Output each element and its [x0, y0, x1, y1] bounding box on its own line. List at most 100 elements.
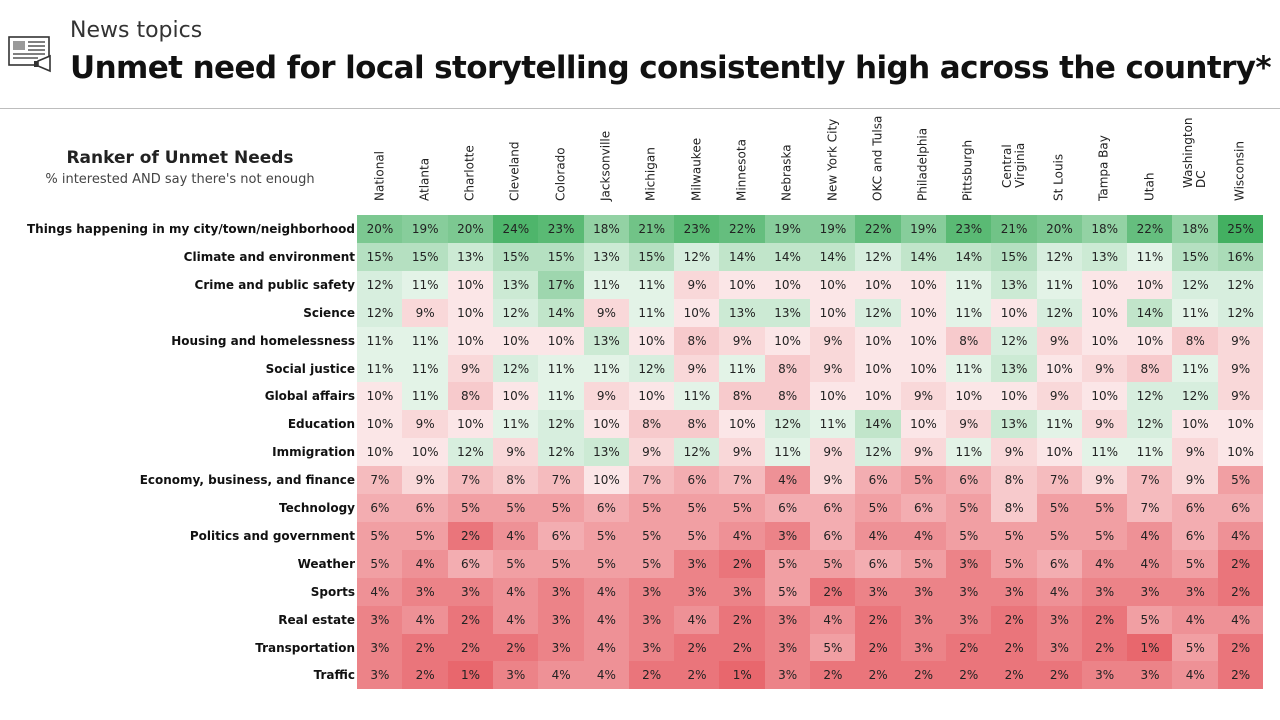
heatmap-cell: 13% — [764, 298, 811, 327]
heatmap-cell: 6% — [764, 494, 811, 522]
heatmap-cell: 12% — [1217, 270, 1264, 299]
heatmap-cell: 7% — [1127, 466, 1173, 495]
heatmap-cell: 3% — [1127, 661, 1173, 690]
heatmap-cell: 5% — [492, 549, 539, 578]
heatmap-cell: 5% — [1172, 633, 1219, 662]
heatmap-cell: 5% — [674, 521, 720, 550]
heatmap-cell: 4% — [855, 521, 902, 550]
heatmap-cell: 11% — [1172, 298, 1219, 327]
heatmap-cell: 12% — [1127, 382, 1173, 411]
heatmap-cell: 3% — [538, 605, 584, 634]
row-label: Real estate — [278, 612, 355, 627]
heatmap-cell: 10% — [900, 298, 947, 327]
heatmap-cell: 9% — [1217, 326, 1264, 355]
heatmap-cell: 2% — [991, 605, 1037, 634]
heatmap-cell: 5% — [628, 549, 675, 578]
column-header: Milwaukee — [674, 118, 719, 214]
heatmap-cell: 16% — [1217, 242, 1264, 271]
heatmap-cell: 10% — [991, 298, 1037, 327]
heatmap-cell: 10% — [1081, 326, 1128, 355]
heatmap-cell: 18% — [1081, 215, 1128, 243]
heatmap-cell: 11% — [583, 354, 630, 383]
heatmap-cell: 2% — [1217, 661, 1264, 690]
column-header-label: National — [372, 150, 386, 201]
column-header-label: Central Virginia — [999, 142, 1027, 188]
heatmap-cell: 4% — [1127, 521, 1173, 550]
heatmap-cell: 11% — [810, 410, 856, 439]
heatmap-cell: 10% — [855, 354, 902, 383]
column-header-label: OKC and Tulsa — [870, 115, 885, 201]
heatmap-cell: 5% — [1036, 494, 1083, 522]
heatmap-cell: 2% — [492, 633, 539, 662]
heatmap-cell: 10% — [1081, 298, 1128, 327]
row-label: Housing and homelessness — [171, 333, 355, 348]
heatmap-cell: 14% — [719, 242, 766, 271]
heatmap-cell: 10% — [900, 410, 947, 439]
row-label: Economy, business, and finance — [139, 473, 355, 488]
heatmap-cell: 5% — [764, 577, 811, 606]
heatmap-cell: 4% — [1217, 605, 1264, 634]
heatmap-cell: 4% — [402, 549, 449, 578]
heatmap-cell: 9% — [402, 298, 449, 327]
heatmap-cell: 6% — [1036, 549, 1083, 578]
heatmap-cell: 3% — [1081, 577, 1128, 606]
heatmap-cell: 11% — [945, 438, 992, 467]
heatmap-cell: 1% — [447, 661, 494, 690]
heatmap-cell: 4% — [538, 661, 584, 690]
heatmap-cell: 8% — [764, 382, 811, 411]
heatmap-cell: 4% — [357, 577, 403, 606]
header-divider — [0, 108, 1280, 109]
heatmap-cell: 5% — [810, 549, 856, 578]
heatmap-cell: 5% — [945, 494, 992, 522]
heatmap-cell: 3% — [1036, 633, 1083, 662]
heatmap-cell: 5% — [764, 549, 811, 578]
heatmap-cell: 1% — [1127, 633, 1173, 662]
column-header-label: Washington DC — [1180, 117, 1208, 188]
heatmap-cell: 10% — [855, 270, 902, 299]
heatmap-cell: 12% — [991, 326, 1037, 355]
heatmap-cell: 11% — [945, 298, 992, 327]
heatmap-cell: 9% — [583, 382, 630, 411]
heatmap-cell: 10% — [764, 270, 811, 299]
heatmap-cell: 14% — [900, 242, 947, 271]
heatmap-cell: 9% — [583, 298, 630, 327]
heatmap-cell: 7% — [447, 466, 494, 495]
heatmap-cell: 23% — [674, 215, 720, 243]
heatmap-cell: 2% — [855, 661, 902, 690]
heatmap-cell: 10% — [855, 382, 902, 411]
heatmap-cell: 12% — [1127, 410, 1173, 439]
heatmap-cell: 5% — [900, 466, 947, 495]
heatmap-cell: 2% — [945, 661, 992, 690]
column-header: Utah — [1127, 118, 1172, 214]
heatmap-cell: 4% — [492, 577, 539, 606]
heatmap-cell: 8% — [674, 410, 720, 439]
column-header: Jacksonville — [584, 118, 629, 214]
heatmap-cell: 2% — [1217, 633, 1264, 662]
heatmap-cell: 2% — [1081, 605, 1128, 634]
heatmap-cell: 3% — [900, 577, 947, 606]
heatmap-cell: 7% — [357, 466, 403, 495]
heatmap-cell: 9% — [1172, 438, 1219, 467]
heatmap-cell: 6% — [1172, 521, 1219, 550]
heatmap-cell: 13% — [583, 326, 630, 355]
heatmap-cell: 6% — [447, 549, 494, 578]
heatmap-cell: 11% — [538, 382, 584, 411]
heatmap-cell: 3% — [402, 577, 449, 606]
heatmap-cell: 23% — [945, 215, 992, 243]
column-header-label: St Louis — [1051, 153, 1066, 201]
row-label: Politics and government — [189, 528, 355, 543]
heatmap-cell: 22% — [1127, 215, 1173, 243]
heatmap-cell: 7% — [1036, 466, 1083, 495]
heatmap-cell: 10% — [583, 466, 630, 495]
heatmap-cell: 3% — [764, 633, 811, 662]
heatmap-cell: 4% — [583, 661, 630, 690]
heatmap-cell: 4% — [583, 605, 630, 634]
heatmap-cell: 12% — [1172, 382, 1219, 411]
heatmap-cell: 4% — [583, 577, 630, 606]
heatmap-cell: 14% — [855, 410, 902, 439]
heatmap-cell: 15% — [628, 242, 675, 271]
heatmap-cell: 6% — [674, 466, 720, 495]
heatmap-cell: 5% — [719, 494, 766, 522]
heatmap-cell: 2% — [402, 661, 449, 690]
heatmap-cell: 15% — [991, 242, 1037, 271]
